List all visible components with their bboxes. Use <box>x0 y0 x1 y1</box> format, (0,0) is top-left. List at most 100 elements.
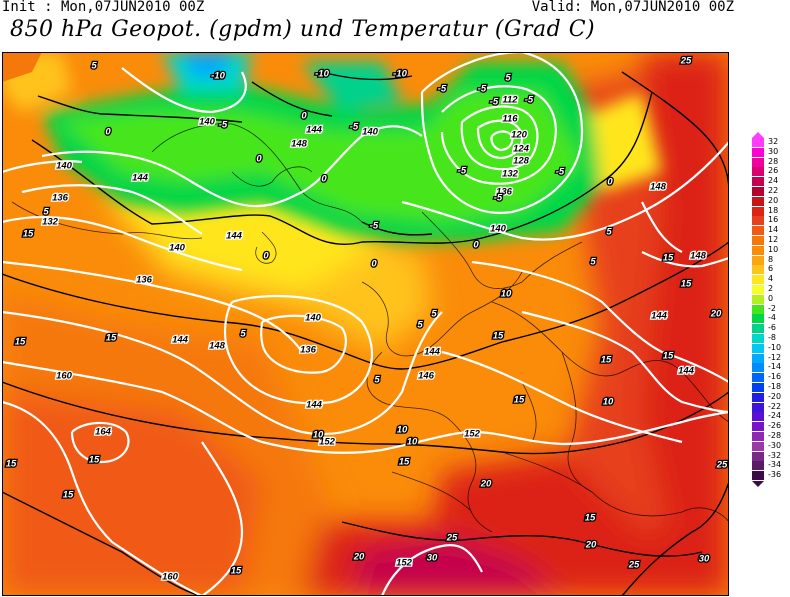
chart-title: 850 hPa Geopot. (gpdm) und Temperatur (G… <box>10 17 596 42</box>
legend-entry: -22 <box>752 401 790 412</box>
legend-label: -16 <box>768 372 782 382</box>
temperature-label: 15 <box>399 457 410 468</box>
legend-entry: 18 <box>752 205 790 216</box>
temperature-label: -5 <box>494 193 503 204</box>
geopotential-label: 140 <box>362 127 379 138</box>
geopotential-label: 128 <box>513 156 530 167</box>
geopotential-label: 140 <box>199 117 216 128</box>
legend-entry: -32 <box>752 450 790 461</box>
legend-label: 22 <box>768 186 779 195</box>
legend-swatch <box>752 285 764 294</box>
legend-entry: 12 <box>752 235 790 245</box>
weather-map[interactable]: 140 140 144 148 140 144 136 132 140 144 136 144 148 1… <box>2 52 729 596</box>
temperature-label: 15 <box>514 395 525 406</box>
legend-swatch <box>752 226 764 236</box>
geopotential-label: 144 <box>132 173 149 184</box>
temperature-label: 10 <box>501 289 512 300</box>
geopotential-label: 152 <box>464 429 481 440</box>
temperature-label: 15 <box>663 351 674 362</box>
legend-label: -12 <box>768 352 782 362</box>
legend-swatch <box>752 441 764 451</box>
legend-entry: -18 <box>752 382 790 392</box>
legend-entry: -12 <box>752 352 790 363</box>
legend-label: -34 <box>768 460 782 470</box>
temperature-label: 5 <box>374 375 380 386</box>
legend-label: 16 <box>768 215 779 225</box>
temperature-label: 5 <box>590 257 596 268</box>
legend-swatch <box>752 245 764 255</box>
geopotential-label: 120 <box>511 130 528 141</box>
legend-swatch <box>752 324 764 334</box>
temperature-label: -5 <box>478 84 487 95</box>
legend-label: 2 <box>768 284 774 293</box>
geopotential-label: 144 <box>306 125 323 136</box>
legend-label: 26 <box>768 166 779 176</box>
temperature-label: 5 <box>505 73 511 84</box>
legend-entry: 30 <box>752 146 790 157</box>
legend-label: -18 <box>768 382 782 391</box>
legend-entry: -8 <box>752 333 790 343</box>
legend-entry: 8 <box>752 255 790 265</box>
temperature-label: 25 <box>446 533 458 544</box>
temperature-label: 10 <box>397 425 408 436</box>
legend-entry: 16 <box>752 215 790 226</box>
geopotential-label: 136 <box>300 345 317 356</box>
legend-label: 12 <box>768 235 779 244</box>
legend-label: -22 <box>768 401 782 411</box>
legend-label: 18 <box>768 205 779 215</box>
legend-entry: -36 <box>752 470 790 481</box>
temperature-label: 15 <box>6 459 17 470</box>
geopotential-label: 140 <box>305 313 322 324</box>
legend-swatch <box>752 471 764 481</box>
legend-label: 30 <box>768 146 779 156</box>
legend-label: -26 <box>768 421 782 431</box>
legend-entry: 22 <box>752 186 790 196</box>
legend-entry: -14 <box>752 362 790 373</box>
legend-label: -14 <box>768 362 782 372</box>
temperature-label: 10 <box>313 430 324 441</box>
legend-swatch <box>752 461 764 471</box>
temperature-label: 25 <box>680 56 692 67</box>
legend-label: -32 <box>768 450 782 460</box>
legend-entry: 14 <box>752 225 790 236</box>
temperature-labels: -10 -10 -10-5 -5-5 -5-5 -5-5-5-5-555000000005… <box>4 54 729 578</box>
legend-label: 6 <box>768 264 774 274</box>
geopotential-label: 136 <box>496 187 513 198</box>
geopotential-label: 116 <box>502 114 518 125</box>
legend-swatch <box>752 147 764 157</box>
legend-label: 28 <box>768 156 779 166</box>
temperature-label: 5 <box>240 329 246 340</box>
temperature-label: 0 <box>263 251 269 262</box>
legend-entry: -4 <box>752 313 790 324</box>
temperature-label: 25 <box>716 460 728 471</box>
legend-label: -30 <box>768 440 782 450</box>
legend-swatch <box>752 353 764 363</box>
temperature-label: 0 <box>473 240 479 251</box>
legend-swatch <box>752 432 764 441</box>
coastlines <box>11 123 729 533</box>
legend-swatch <box>752 236 764 245</box>
map-canvas: 140 140 144 148 140 144 136 132 140 144 136 144 148 1… <box>2 52 729 596</box>
legend-entry: 20 <box>752 196 790 206</box>
temperature-label: 20 <box>710 309 722 320</box>
temperature-label: 20 <box>353 552 365 563</box>
legend-label: 14 <box>768 225 779 235</box>
legend-entry: -2 <box>752 304 790 314</box>
temperature-label: 15 <box>601 355 612 366</box>
legend-swatch <box>752 138 764 147</box>
legend-label: 10 <box>768 244 779 254</box>
temperature-label: 10 <box>407 437 418 448</box>
temperature-label: 30 <box>427 553 438 564</box>
legend-swatch <box>752 157 764 167</box>
temperature-label: 20 <box>585 540 597 551</box>
temperature-label: -5 <box>350 122 359 133</box>
geopotential-label: 144 <box>172 335 189 346</box>
legend-swatch <box>752 167 764 177</box>
legend-label: -28 <box>768 431 782 440</box>
temperature-label: 20 <box>480 479 492 490</box>
geopotential-label: 160 <box>162 572 179 583</box>
legend-entry: -10 <box>752 343 790 353</box>
geopotential-label: 144 <box>424 347 441 358</box>
temperature-label: 0 <box>301 111 307 122</box>
temperature-label: -5 <box>458 166 467 177</box>
